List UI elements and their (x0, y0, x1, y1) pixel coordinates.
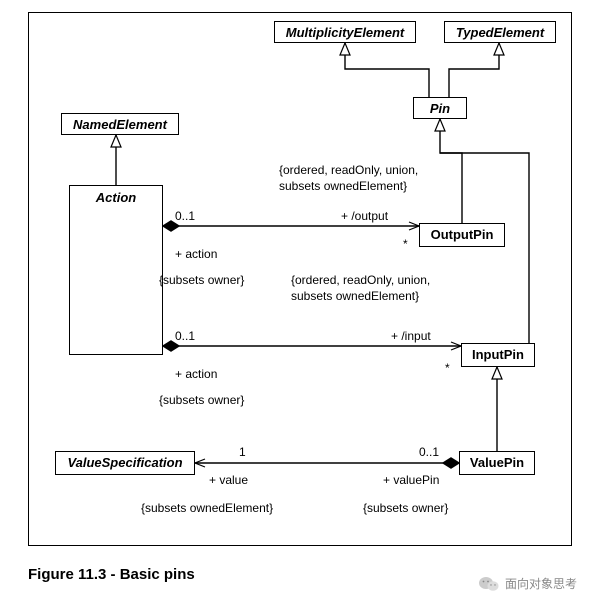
uml-diagram-frame: MultiplicityElement TypedElement Pin Nam… (28, 12, 572, 546)
class-typed-element: TypedElement (444, 21, 556, 43)
class-named-element: NamedElement (61, 113, 179, 135)
class-pin: Pin (413, 97, 467, 119)
multiplicity-label: * (445, 361, 450, 375)
class-output-pin: OutputPin (419, 223, 505, 247)
constraint-text: subsets ownedElement} (279, 179, 407, 193)
figure-caption: Figure 11.3 - Basic pins (28, 566, 195, 583)
role-label: + valuePin (383, 473, 439, 487)
class-value-pin: ValuePin (459, 451, 535, 475)
multiplicity-label: 0..1 (175, 329, 195, 343)
constraint-text: {ordered, readOnly, union, (291, 273, 430, 287)
constraint-text: {subsets owner} (159, 393, 244, 407)
watermark: 面向对象思考 (479, 575, 577, 592)
role-label: + /output (341, 209, 388, 223)
class-input-pin: InputPin (461, 343, 535, 367)
constraint-text: subsets ownedElement} (291, 289, 419, 303)
constraint-text: {subsets owner} (363, 501, 448, 515)
class-action: Action (69, 185, 163, 355)
class-multiplicity-element: MultiplicityElement (274, 21, 416, 43)
multiplicity-label: 1 (239, 445, 246, 459)
role-label: + action (175, 367, 217, 381)
role-label: + /input (391, 329, 431, 343)
watermark-text: 面向对象思考 (505, 575, 577, 592)
class-value-specification: ValueSpecification (55, 451, 195, 475)
multiplicity-label: 0..1 (175, 209, 195, 223)
constraint-text: {subsets owner} (159, 273, 244, 287)
multiplicity-label: * (403, 237, 408, 251)
constraint-text: {ordered, readOnly, union, (279, 163, 418, 177)
wechat-icon (479, 576, 499, 592)
role-label: + value (209, 473, 248, 487)
constraint-text: {subsets ownedElement} (141, 501, 273, 515)
multiplicity-label: 0..1 (419, 445, 439, 459)
role-label: + action (175, 247, 217, 261)
